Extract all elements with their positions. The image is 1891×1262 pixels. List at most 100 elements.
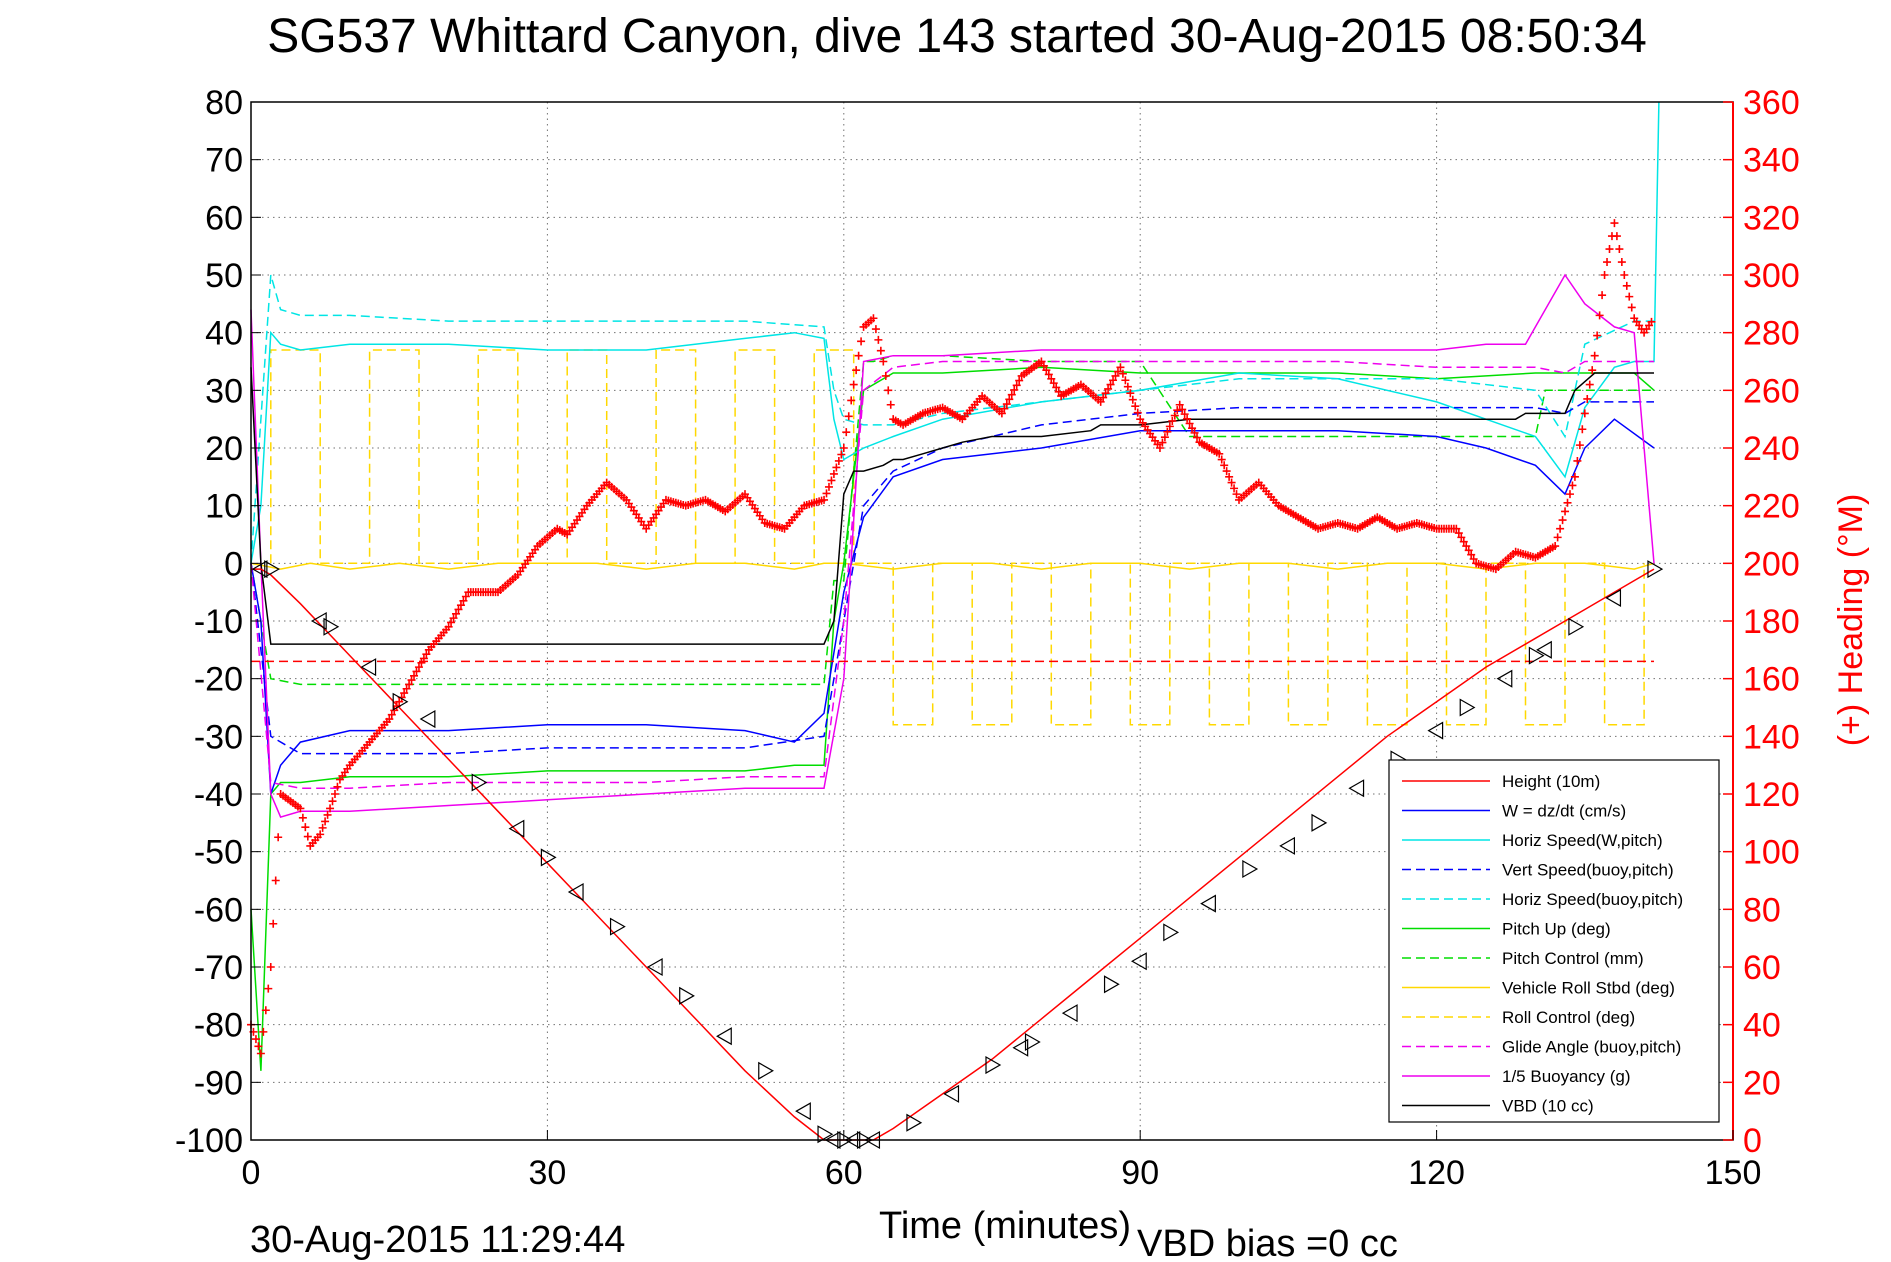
heading-point <box>1610 219 1619 228</box>
heading-point <box>412 667 421 676</box>
heading-point <box>261 1006 270 1015</box>
heading-point <box>1573 456 1582 465</box>
heading-point <box>1565 490 1574 499</box>
x-tick-label: 60 <box>825 1154 863 1192</box>
triangle-marker <box>567 882 584 902</box>
heading-point <box>820 495 829 504</box>
heading-point <box>1617 258 1626 267</box>
heading-point <box>323 810 332 819</box>
heading-point <box>449 614 458 623</box>
heading-point <box>824 482 833 491</box>
heading-point <box>827 476 836 485</box>
heading-point <box>1106 380 1115 389</box>
left-tick-label: 30 <box>205 372 243 410</box>
legend-label: VBD (10 cc) <box>1502 1097 1594 1116</box>
heading-point <box>1551 542 1560 551</box>
left-tick-label: 10 <box>205 488 243 526</box>
left-tick-label: 80 <box>205 84 243 122</box>
heading-point <box>1217 455 1226 464</box>
heading-point <box>254 1042 263 1051</box>
heading-point <box>422 650 431 659</box>
heading-point <box>400 689 409 698</box>
triangle-marker <box>1568 617 1585 636</box>
heading-point <box>417 658 426 667</box>
heading-point <box>1625 292 1634 301</box>
series-vert-speed-buoy-pitch <box>250 401 1654 755</box>
heading-point <box>1123 382 1132 391</box>
right-tick-label: 200 <box>1743 545 1800 583</box>
heading-point <box>1104 384 1113 393</box>
triangle-marker <box>264 560 280 579</box>
left-tick-label: 50 <box>205 257 243 295</box>
x-tick-label: 0 <box>242 1154 261 1192</box>
triangle-markers <box>251 560 1664 1150</box>
legend-label: Glide Angle (buoy,pitch) <box>1502 1038 1681 1057</box>
heading-point <box>414 663 423 672</box>
heading-point <box>822 489 831 498</box>
triangle-marker <box>716 1027 732 1046</box>
right-tick-label: 100 <box>1743 834 1800 872</box>
right-tick-label: 140 <box>1743 718 1800 756</box>
heading-point <box>1583 394 1592 403</box>
heading-point <box>876 346 885 355</box>
heading-point <box>1459 537 1468 546</box>
heading-point <box>274 833 283 842</box>
heading-point <box>874 335 883 344</box>
left-tick-label: -100 <box>175 1122 243 1160</box>
heading-point <box>834 456 843 465</box>
triangle-marker <box>646 957 663 977</box>
heading-point <box>1155 444 1164 452</box>
triangle-marker <box>419 709 436 729</box>
triangle-marker <box>1605 588 1622 607</box>
x-axis-label: Time (minutes) <box>879 1205 1131 1247</box>
heading-point <box>1578 425 1587 434</box>
heading-point <box>407 676 416 685</box>
legend: Height (10m) W = dz/dt (cm/s) Horiz Speed(… <box>1388 759 1720 1123</box>
heading-point <box>1570 472 1579 481</box>
heading-point <box>1190 428 1199 437</box>
legend-label: Height (10m) <box>1502 772 1600 791</box>
triangle-marker <box>906 1113 923 1132</box>
right-tick-label: 300 <box>1743 257 1800 295</box>
triangle-marker <box>609 917 626 936</box>
triangle-marker <box>1242 859 1259 879</box>
legend-label: Horiz Speed(W,pitch) <box>1502 831 1663 850</box>
heading-point <box>1464 546 1473 555</box>
series-glide-angle-buoy-pitch <box>250 360 1654 789</box>
heading-point <box>1452 524 1461 533</box>
left-tick-label: 60 <box>205 199 243 237</box>
heading-point <box>1007 390 1016 399</box>
heading-point <box>1615 245 1624 254</box>
heading-point <box>1220 461 1229 470</box>
heading-point <box>1462 542 1471 551</box>
heading-point <box>1170 411 1179 420</box>
heading-point <box>410 671 419 680</box>
heading-point <box>419 654 428 663</box>
x-axis: 0 30 60 90 120 150 <box>242 1130 1761 1192</box>
heading-point <box>1047 374 1056 383</box>
heading-point <box>301 823 310 832</box>
heading-point <box>269 919 278 928</box>
triangle-marker <box>679 986 695 1005</box>
right-tick-label: 360 <box>1743 84 1800 122</box>
right-tick-label: 280 <box>1743 315 1800 353</box>
heading-point <box>1185 419 1194 428</box>
legend-label: Roll Control (deg) <box>1502 1008 1635 1027</box>
heading-point <box>1556 524 1565 533</box>
legend-label: 1/5 Buoyancy (g) <box>1502 1067 1631 1086</box>
heading-point <box>456 601 465 610</box>
left-tick-label: -80 <box>194 1007 243 1045</box>
heading-point <box>454 605 463 614</box>
heading-point <box>1575 441 1584 450</box>
heading-point <box>271 876 280 885</box>
legend-label: Vehicle Roll Stbd (deg) <box>1502 979 1675 998</box>
heading-point <box>444 622 453 631</box>
heading-point <box>869 314 878 323</box>
heading-point <box>452 609 461 618</box>
heading-point <box>1454 529 1463 538</box>
heading-point <box>1052 383 1061 392</box>
heading-point <box>1580 409 1589 418</box>
heading-point <box>1054 387 1063 396</box>
triangle-marker <box>1279 836 1295 855</box>
heading-point <box>884 386 893 395</box>
